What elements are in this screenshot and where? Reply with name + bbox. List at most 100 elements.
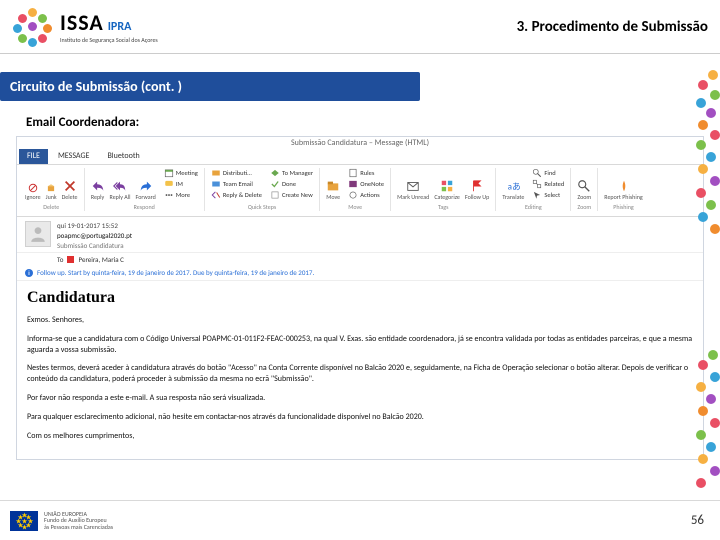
from-line: poapmc@portugal2020.pt — [57, 231, 132, 240]
reply-button[interactable]: Reply — [91, 179, 105, 200]
ribbon-group-move: Move Rules OneNote Actions Move — [320, 168, 391, 211]
qs-tomanager[interactable]: To Manager — [270, 168, 313, 178]
subject-small: Submissão Candidatura — [57, 241, 132, 250]
zoom-button[interactable]: Zoom — [577, 179, 591, 200]
forward-icon — [139, 179, 153, 193]
move-button[interactable]: Move — [326, 179, 340, 200]
phish-icon — [617, 179, 631, 193]
onenote-icon — [348, 179, 358, 189]
flag-icon — [470, 179, 484, 193]
reply-all-icon — [113, 179, 127, 193]
avatar-icon — [29, 225, 47, 243]
onenote-button[interactable]: OneNote — [348, 179, 384, 189]
translate-button[interactable]: aあ Translate — [502, 179, 524, 200]
followup-bar: i Follow up. Start by quinta-feira, 19 d… — [17, 266, 703, 281]
issa-acronym: ISSA — [60, 9, 104, 36]
to-value: Pereira, Maria C — [78, 255, 123, 264]
info-icon: i — [25, 269, 33, 277]
body-p4: Por favor não responda a este e-mail. A … — [27, 393, 693, 404]
ribbon-group-zoom: Zoom Zoom — [571, 168, 598, 211]
qs-createnew[interactable]: Create New — [270, 190, 313, 200]
outlook-window-title: Submissão Candidatura – Message (HTML) — [17, 137, 703, 149]
mark-unread-button[interactable]: Mark Unread — [397, 179, 429, 200]
find-button[interactable]: Find — [532, 168, 564, 178]
slide-header: ISSA IPRA Instituto de Segurança Social … — [0, 0, 720, 54]
im-icon — [164, 179, 174, 189]
group-name-zoom: Zoom — [577, 203, 591, 211]
body-p2: Informa-se que a candidatura com o Códig… — [27, 334, 693, 356]
qs-teamemail[interactable]: Team Email — [211, 179, 262, 189]
ipra-acronym: IPRA — [108, 20, 132, 34]
forward-button[interactable]: Forward — [136, 179, 156, 200]
ribbon-group-delete: Ignore Junk Delete Delete — [19, 168, 85, 211]
qs-icon — [211, 179, 221, 189]
group-name-quicksteps: Quick Steps — [211, 203, 313, 211]
more-button[interactable]: More — [164, 190, 198, 200]
actions-icon — [348, 190, 358, 200]
select-icon — [532, 190, 542, 200]
body-heading: Candidatura — [27, 289, 693, 307]
outlook-tabs: FILE MESSAGE Bluetooth — [17, 149, 703, 164]
group-name-delete: Delete — [25, 203, 78, 211]
related-button[interactable]: Related — [532, 179, 564, 189]
tab-message[interactable]: MESSAGE — [50, 149, 97, 164]
meeting-icon — [164, 168, 174, 178]
slide-footer: UNIÃO EUROPEIA Fundo de Auxílio Europeu … — [0, 500, 720, 540]
select-button[interactable]: Select — [532, 190, 564, 200]
rules-button[interactable]: Rules — [348, 168, 384, 178]
ribbon-group-tags: Mark Unread Categorize Follow Up Tags — [391, 168, 496, 211]
more-icon — [164, 190, 174, 200]
categorize-button[interactable]: Categorize — [434, 179, 460, 200]
outlook-window: Submissão Candidatura – Message (HTML) F… — [16, 136, 704, 460]
dot-cluster-icon — [12, 6, 54, 48]
qs-replydelete[interactable]: Reply & Delete — [211, 190, 262, 200]
ribbon-group-quicksteps: Distributi… To Manager Team Email Done R… — [205, 168, 320, 211]
sender-avatar — [25, 221, 51, 247]
side-deco-top — [694, 70, 720, 250]
to-line: To Pereira, Maria C — [17, 253, 703, 266]
tab-file[interactable]: FILE — [19, 149, 48, 164]
body-p6: Com os melhores cumprimentos, — [27, 431, 693, 442]
move-icon — [326, 179, 340, 193]
ignore-icon — [28, 183, 38, 193]
group-name-move: Move — [326, 203, 384, 211]
body-p3: Nestes termos, deverá aceder à candidatu… — [27, 363, 693, 385]
qs-done[interactable]: Done — [270, 179, 313, 189]
junk-button[interactable]: Junk — [46, 183, 57, 200]
ribbon-group-editing: aあ Translate Find Related Select Editing — [496, 168, 571, 211]
translate-icon: aあ — [506, 179, 520, 193]
eu-text: UNIÃO EUROPEIA Fundo de Auxílio Europeu … — [44, 511, 113, 531]
qs-distrib[interactable]: Distributi… — [211, 168, 262, 178]
eu-line3: às Pessoas mais Carenciadas — [44, 524, 113, 531]
date-line: qui 19-01-2017 15:52 — [57, 221, 132, 230]
ribbon-group-respond: Reply Reply All Forward Meeting IM More … — [85, 168, 205, 211]
group-name-respond: Respond — [91, 203, 198, 211]
actions-button[interactable]: Actions — [348, 190, 384, 200]
qs-icon — [211, 190, 221, 200]
ignore-button[interactable]: Ignore — [25, 183, 41, 200]
check-icon — [270, 179, 280, 189]
body-p1: Exmos. Senhores, — [27, 315, 693, 326]
org-subtitle: Instituto de Segurança Social dos Açores — [60, 36, 158, 44]
followup-button[interactable]: Follow Up — [465, 179, 489, 200]
report-phishing-button[interactable]: Report Phishing — [604, 179, 642, 200]
svg-text:aあ: aあ — [508, 182, 520, 193]
to-label: To — [57, 255, 63, 264]
tab-bluetooth[interactable]: Bluetooth — [99, 149, 147, 164]
side-deco-bottom — [694, 350, 720, 500]
flag-square-icon — [67, 256, 74, 263]
categorize-icon — [440, 179, 454, 193]
reply-all-button[interactable]: Reply All — [110, 179, 131, 200]
qs-icon — [270, 190, 280, 200]
qs-icon — [211, 168, 221, 178]
section-banner: Circuito de Submissão (cont. ) — [0, 72, 420, 101]
email-coord-label: Email Coordenadora: — [26, 115, 720, 130]
meeting-button[interactable]: Meeting — [164, 168, 198, 178]
im-button[interactable]: IM — [164, 179, 198, 189]
group-name-phishing: Phishing — [604, 203, 642, 211]
zoom-icon — [577, 179, 591, 193]
delete-icon — [63, 179, 77, 193]
reply-icon — [91, 179, 105, 193]
page-number: 56 — [691, 513, 704, 528]
delete-button[interactable]: Delete — [62, 179, 78, 200]
